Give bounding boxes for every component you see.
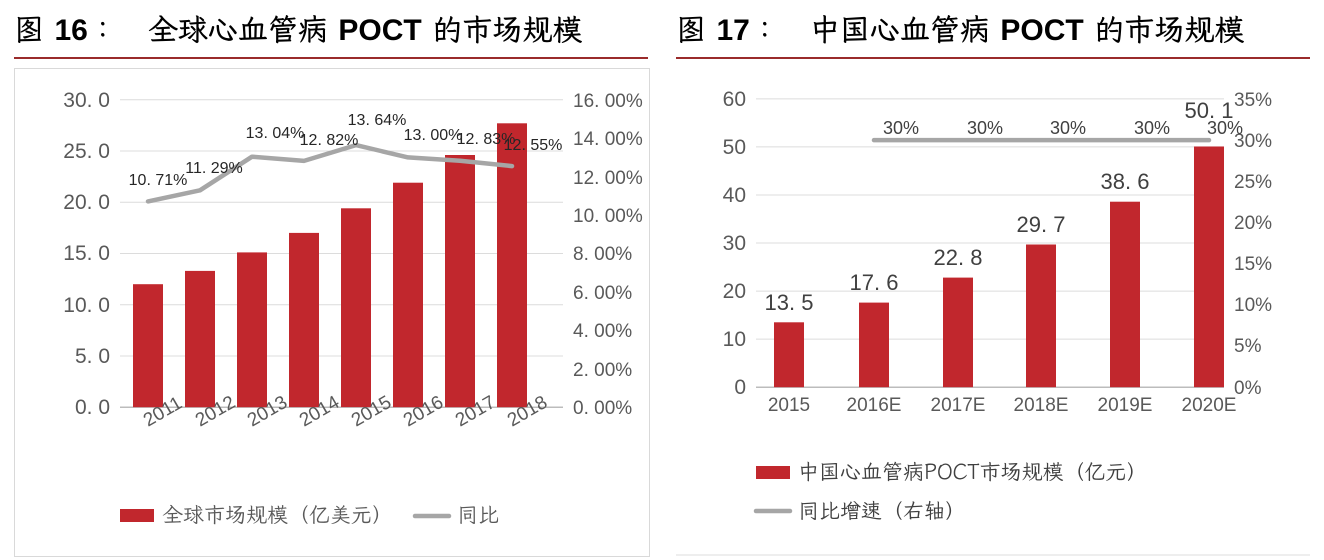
svg-text:15. 0: 15. 0 (63, 242, 110, 265)
svg-text:13. 00%: 13. 00% (404, 127, 463, 144)
svg-text:15%: 15% (1234, 254, 1272, 275)
svg-text:11. 29%: 11. 29% (185, 160, 243, 177)
svg-text:22. 8: 22. 8 (934, 245, 983, 270)
svg-text:10. 71%: 10. 71% (129, 172, 188, 189)
svg-text:10. 0: 10. 0 (63, 294, 110, 317)
svg-text:40: 40 (723, 184, 746, 207)
svg-text:中国心血管病POCT市场规模（亿元）: 中国心血管病POCT市场规模（亿元） (798, 457, 1148, 485)
svg-text:2020E: 2020E (1182, 395, 1237, 416)
svg-text:30: 30 (723, 232, 746, 255)
svg-text:2018E: 2018E (1014, 395, 1069, 416)
svg-text:14. 00%: 14. 00% (573, 129, 643, 150)
svg-text:10%: 10% (1234, 295, 1272, 316)
svg-text:20: 20 (723, 280, 746, 303)
svg-text:13. 64%: 13. 64% (348, 112, 407, 129)
svg-text:0%: 0% (1234, 378, 1262, 399)
svg-text:30%: 30% (1050, 118, 1086, 138)
svg-text:13. 04%: 13. 04% (246, 125, 305, 142)
svg-text:50: 50 (723, 136, 746, 159)
svg-text:25%: 25% (1234, 172, 1272, 193)
svg-text:2015: 2015 (768, 395, 810, 416)
svg-text:20%: 20% (1234, 213, 1272, 234)
svg-text:12. 00%: 12. 00% (573, 168, 643, 189)
svg-text:13. 5: 13. 5 (765, 290, 814, 315)
svg-text:5. 0: 5. 0 (75, 345, 110, 368)
svg-text:5%: 5% (1234, 336, 1262, 357)
svg-text:2016E: 2016E (847, 395, 902, 416)
svg-text:2019E: 2019E (1098, 395, 1153, 416)
svg-text:同比增速（右轴）: 同比增速（右轴） (798, 496, 966, 524)
svg-text:12. 82%: 12. 82% (300, 132, 359, 149)
svg-text:30%: 30% (883, 118, 919, 138)
svg-text:29. 7: 29. 7 (1017, 212, 1066, 237)
svg-text:0. 0: 0. 0 (75, 396, 110, 419)
svg-text:35%: 35% (1234, 90, 1272, 111)
svg-text:30%: 30% (1207, 118, 1243, 138)
svg-text:4. 00%: 4. 00% (573, 321, 632, 342)
svg-text:2. 00%: 2. 00% (573, 360, 632, 381)
svg-text:16. 00%: 16. 00% (573, 91, 643, 112)
svg-text:10. 00%: 10. 00% (573, 206, 643, 227)
svg-text:2017E: 2017E (931, 395, 986, 416)
svg-text:17. 6: 17. 6 (850, 270, 899, 295)
svg-text:0: 0 (734, 376, 746, 399)
svg-text:10: 10 (723, 328, 746, 351)
svg-text:38. 6: 38. 6 (1101, 169, 1150, 194)
svg-text:6. 00%: 6. 00% (573, 283, 632, 304)
svg-text:0. 00%: 0. 00% (573, 398, 632, 419)
svg-text:全球市场规模（亿美元）: 全球市场规模（亿美元） (162, 500, 393, 528)
svg-text:30%: 30% (967, 118, 1003, 138)
svg-text:8. 00%: 8. 00% (573, 244, 632, 265)
svg-text:25. 0: 25. 0 (63, 140, 110, 163)
svg-text:12. 55%: 12. 55% (504, 137, 563, 154)
svg-text:30. 0: 30. 0 (63, 89, 110, 112)
svg-text:同比: 同比 (457, 500, 499, 528)
svg-text:20. 0: 20. 0 (63, 191, 110, 214)
svg-text:60: 60 (723, 88, 746, 111)
svg-text:30%: 30% (1134, 118, 1170, 138)
